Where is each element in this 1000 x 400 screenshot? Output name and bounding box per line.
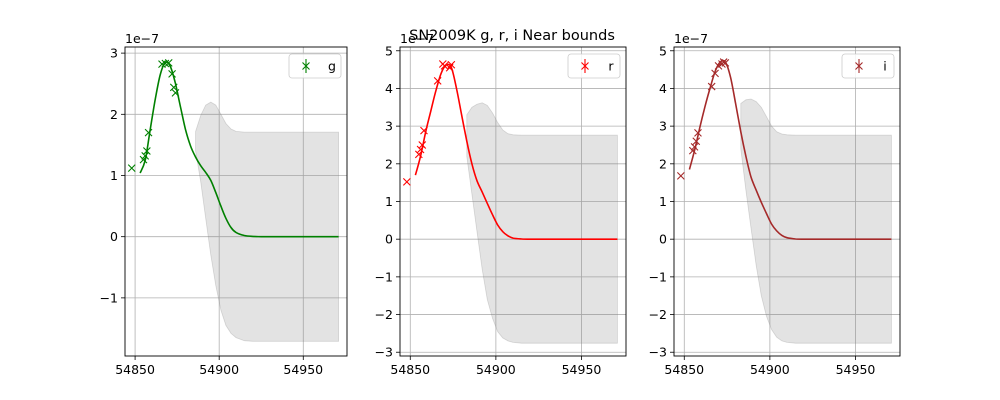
- x-tick-label: 54900: [476, 362, 516, 377]
- data-point: [402, 178, 411, 186]
- observations-g: [127, 59, 180, 173]
- model-curve-i: [688, 59, 892, 240]
- y-tick-label: 3: [659, 119, 667, 134]
- data-point: [694, 129, 702, 137]
- y-tick-label: 2: [110, 107, 118, 122]
- y-tick-label: −1: [100, 290, 118, 305]
- data-point: [440, 61, 449, 70]
- uncertainty-band: [466, 102, 618, 344]
- data-point: [418, 141, 427, 149]
- legend-marker: [302, 59, 310, 73]
- y-tick-label: 3: [385, 119, 393, 134]
- data-point: [711, 69, 719, 78]
- y-tick-label: 2: [659, 156, 667, 171]
- y-tick-label: 0: [385, 232, 393, 247]
- axes-frame: [124, 46, 348, 357]
- y-tick-label: 0: [659, 232, 667, 247]
- y-offset-label: 1e−7: [674, 31, 708, 46]
- y-tick-label: 3: [110, 46, 118, 61]
- legend-label: g: [328, 59, 336, 74]
- data-point: [721, 58, 730, 67]
- y-tick-label: 5: [659, 43, 667, 58]
- legend-g: g: [288, 53, 342, 79]
- y-tick-label: −2: [375, 307, 393, 322]
- y-tick-label: 1: [385, 194, 393, 209]
- x-tick-label: 54850: [115, 362, 155, 377]
- panel-i: 54850 54900 54950 −3 −2 −1 0 1 2 3 4 5 1e−7 i: [649, 31, 901, 377]
- x-tick-label: 54950: [283, 362, 323, 377]
- y-offset-label: 1e−7: [125, 31, 159, 46]
- observations-r: [402, 60, 456, 186]
- y-tick-label: −1: [649, 269, 667, 284]
- legend-i: i: [841, 53, 895, 79]
- data-point: [447, 60, 456, 69]
- y-tick-label: 5: [385, 43, 393, 58]
- y-tick-label: 2: [385, 156, 393, 171]
- data-point: [144, 128, 153, 137]
- grid-lines: [674, 47, 900, 356]
- data-point: [127, 164, 136, 173]
- uncertainty-band: [740, 98, 892, 344]
- legend-box: [567, 53, 621, 79]
- y-offset-label: 1e−7: [400, 31, 434, 46]
- legend-box: [841, 53, 895, 79]
- legend-marker: [581, 59, 589, 73]
- legend-label: r: [608, 59, 614, 74]
- legend-marker: [855, 59, 863, 73]
- data-point: [141, 152, 150, 160]
- data-point: [169, 83, 178, 92]
- data-point: [692, 137, 701, 146]
- y-tick-label: 1: [659, 194, 667, 209]
- data-point: [688, 146, 697, 155]
- y-tick-label: −3: [649, 345, 667, 360]
- y-tick-label: −2: [649, 307, 667, 322]
- y-tick-label: −1: [375, 269, 393, 284]
- uncertainty-band: [195, 101, 340, 342]
- x-tick-label: 54850: [390, 362, 430, 377]
- observations-i: [676, 58, 730, 180]
- data-point: [707, 82, 716, 91]
- x-tick-label: 54900: [750, 362, 790, 377]
- y-tick-label: 4: [385, 81, 393, 96]
- legend-box: [288, 53, 342, 79]
- data-point: [420, 126, 428, 135]
- x-tick-label: 54950: [562, 362, 602, 377]
- data-point: [676, 171, 685, 180]
- data-point: [416, 145, 425, 154]
- data-point: [414, 150, 423, 159]
- x-tick-label: 54950: [836, 362, 876, 377]
- grid-lines: [400, 47, 626, 356]
- data-point: [690, 142, 699, 151]
- y-tick-label: 0: [110, 229, 118, 244]
- legend-label: i: [883, 59, 886, 74]
- data-point: [171, 89, 180, 97]
- data-point: [142, 147, 151, 155]
- data-point: [164, 59, 173, 67]
- figure-title: SN2009K g, r, i Near bounds: [409, 28, 615, 44]
- data-point: [168, 70, 176, 78]
- y-tick-label: −3: [375, 345, 393, 360]
- x-tick-label: 54900: [199, 362, 239, 377]
- x-tick-label: 54850: [664, 362, 704, 377]
- data-point: [433, 77, 442, 85]
- legend-r: r: [567, 53, 621, 79]
- data-point: [719, 58, 728, 66]
- y-tick-label: 1: [110, 168, 118, 183]
- grid-lines: [125, 47, 347, 356]
- panels: 54850 54900 54950 −1 0 1 2 3 1e−7 g 54850 54900 5495…: [100, 31, 901, 377]
- y-tick-label: 4: [659, 81, 667, 96]
- panel-r: 54850 54900 54950 −3 −2 −1 0 1 2 3 4 5 1e−7 r: [375, 31, 627, 377]
- panel-g: 54850 54900 54950 −1 0 1 2 3 1e−7 g: [100, 31, 348, 377]
